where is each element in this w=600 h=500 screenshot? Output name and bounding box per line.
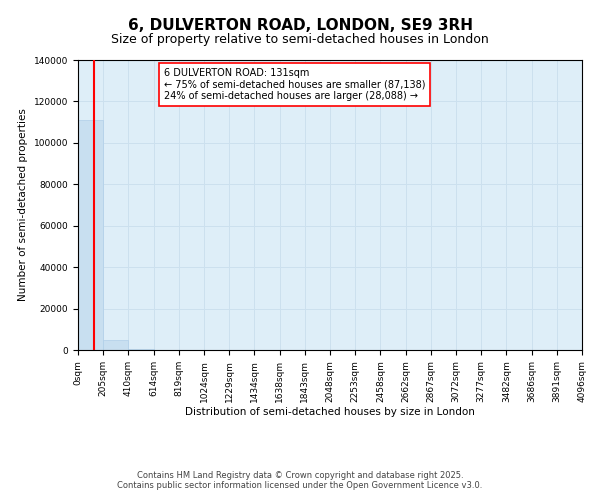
Text: Size of property relative to semi-detached houses in London: Size of property relative to semi-detach… bbox=[111, 32, 489, 46]
Text: 6, DULVERTON ROAD, LONDON, SE9 3RH: 6, DULVERTON ROAD, LONDON, SE9 3RH bbox=[128, 18, 473, 32]
Bar bbox=[103, 340, 128, 350]
Bar bbox=[128, 349, 154, 350]
Text: 6 DULVERTON ROAD: 131sqm
← 75% of semi-detached houses are smaller (87,138)
24% : 6 DULVERTON ROAD: 131sqm ← 75% of semi-d… bbox=[164, 68, 425, 102]
Text: Contains HM Land Registry data © Crown copyright and database right 2025.
Contai: Contains HM Land Registry data © Crown c… bbox=[118, 470, 482, 490]
X-axis label: Distribution of semi-detached houses by size in London: Distribution of semi-detached houses by … bbox=[185, 408, 475, 418]
Bar bbox=[78, 120, 103, 350]
Y-axis label: Number of semi-detached properties: Number of semi-detached properties bbox=[18, 108, 28, 302]
